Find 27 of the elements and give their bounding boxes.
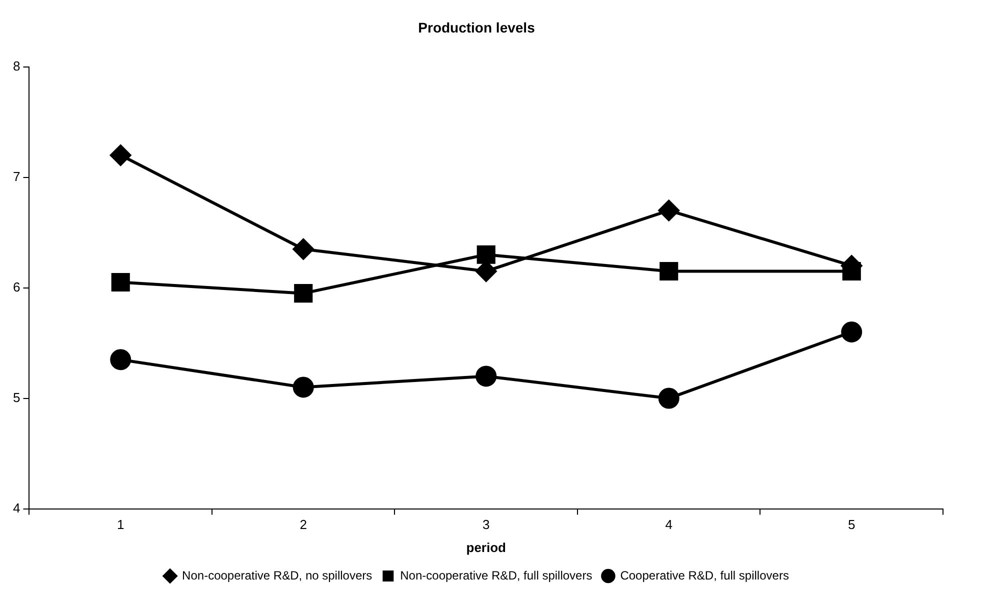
x-tick-label: 5 xyxy=(848,517,856,532)
y-tick-label: 8 xyxy=(12,58,20,74)
y-tick-label: 4 xyxy=(12,500,20,516)
point xyxy=(110,144,132,166)
point xyxy=(292,376,314,398)
y-tick-label: 5 xyxy=(12,390,20,405)
y-tick-label: 7 xyxy=(12,168,20,184)
point xyxy=(294,284,313,303)
point xyxy=(110,349,132,370)
x-tick-label: 1 xyxy=(116,517,124,532)
legend-label: Cooperative R&D, full spillovers xyxy=(620,568,789,582)
x-axis-title: period xyxy=(466,540,506,555)
point xyxy=(476,366,497,387)
point xyxy=(660,262,678,281)
y-tick-label: 6 xyxy=(12,279,20,294)
chart-title: Production levels xyxy=(418,19,536,36)
x-tick-label: 2 xyxy=(300,517,307,532)
point xyxy=(658,200,680,221)
x-tick-label: 4 xyxy=(665,517,672,532)
legend-label: Non-cooperative R&D, full spillovers xyxy=(400,568,592,582)
point xyxy=(292,238,314,260)
point xyxy=(841,322,862,342)
point xyxy=(476,245,496,264)
point xyxy=(111,272,130,292)
x-tick-label: 3 xyxy=(482,517,490,532)
point xyxy=(658,388,680,409)
legend-label: Non-cooperative R&D, no spillovers xyxy=(182,568,372,582)
